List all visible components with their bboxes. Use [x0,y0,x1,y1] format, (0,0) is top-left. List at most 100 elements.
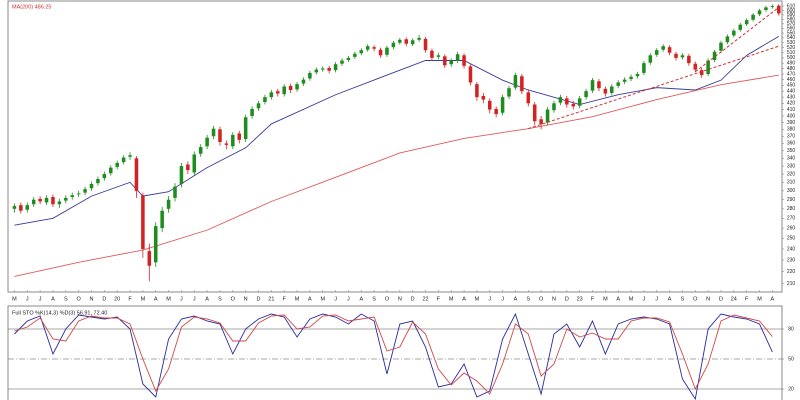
candle-body [173,186,177,198]
candle-body [398,39,402,43]
y-tick-label: 340 [787,156,796,162]
x-tick-label: J [643,296,646,302]
x-tick-label: J [39,296,42,302]
x-tick-label: N [706,296,710,302]
candle-body [70,195,74,198]
candle-body [603,88,608,94]
candle-body [391,42,396,48]
candle-body [417,37,421,40]
y-tick-label: 540 [787,35,796,41]
candle-body [359,50,364,54]
candle-body [648,55,653,63]
candle-body [584,91,588,98]
y-tick-label: 590 [787,12,796,18]
candle-body [654,50,659,55]
x-tick-label: O [231,296,236,302]
candle-body [205,137,209,147]
x-tick-label: A [462,296,466,302]
y-tick-label: 220 [787,269,796,275]
candle-body [282,86,286,95]
x-tick-label: M [295,296,300,302]
x-tick-label: M [141,296,146,302]
x-tick-label: J [347,296,350,302]
x-tick-label: O [539,296,544,302]
x-tick-label: J [334,296,337,302]
x-tick-label: A [154,296,158,302]
candle-body [38,198,42,202]
x-tick-label: N [552,296,556,302]
x-tick-label: 24 [731,296,737,302]
x-tick-label: O [693,296,698,302]
x-tick-label: M [12,296,17,302]
candle-body [365,46,370,50]
candle-body [31,199,36,205]
candle-body [166,199,171,209]
candle-body [751,14,755,20]
x-tick-label: M [475,296,480,302]
y-tick-label: 410 [787,107,796,113]
y-tick-label: 490 [787,60,796,66]
x-tick-label: F [283,296,287,302]
y-tick-label: 460 [787,77,796,83]
x-tick-label: M [166,296,171,302]
x-tick-label: J [501,296,504,302]
candle-body [276,91,280,94]
y-tick-label: 300 [787,188,796,194]
candle-body [353,53,357,57]
candle-body [378,49,383,56]
x-tick-label: A [359,296,363,302]
candle-body [770,6,775,7]
y-tick-label: 230 [787,257,796,263]
candle-body [224,143,229,145]
x-tick-label: A [616,296,620,302]
candle-body [141,195,145,249]
candle-body [423,38,428,51]
candle-body [57,201,62,205]
y-tick-label: 260 [787,225,796,231]
x-tick-label: J [488,296,491,302]
x-tick-label: J [180,296,183,302]
candle-body [443,56,447,66]
candle-body [237,133,242,140]
candle-body [198,147,203,154]
y-tick-label: 580 [787,17,796,23]
candle-body [64,197,68,201]
candle-body [571,103,576,107]
x-tick-label: A [308,296,312,302]
stochastic-plot [8,312,782,400]
candle-body [590,80,595,91]
y-tick-label: 440 [787,88,796,94]
candle-body [83,189,87,193]
y-tick-label: 480 [787,66,796,72]
y-tick-label: 20 [788,386,794,392]
y-tick-label: 240 [787,246,796,252]
candle-body [494,108,498,115]
candle-body [314,69,319,73]
candle-body [449,60,453,65]
candle-body [404,39,409,44]
candle-body [243,117,248,140]
ma-legend: MA(200) 486.25 [12,4,51,10]
candle-body [455,54,460,62]
candle-body [777,5,781,14]
candle-body [532,104,537,122]
x-tick-label: S [218,296,222,302]
candle-body [346,57,351,60]
y-tick-label: 530 [787,40,796,46]
x-tick-label: A [771,296,775,302]
candle-body [693,63,698,70]
candle-body [635,73,640,77]
candle-body [687,55,691,64]
x-tick-label: D [102,296,106,302]
x-tick-label: N [398,296,402,302]
stochastic-line [14,314,773,395]
candle-body [256,103,261,109]
y-tick-label: 310 [787,180,796,186]
candle-body [744,20,749,25]
candle-body [545,109,550,123]
candle-body [301,79,306,84]
candle-body [269,92,274,98]
candle-body [712,51,717,60]
candle-body [507,88,511,97]
